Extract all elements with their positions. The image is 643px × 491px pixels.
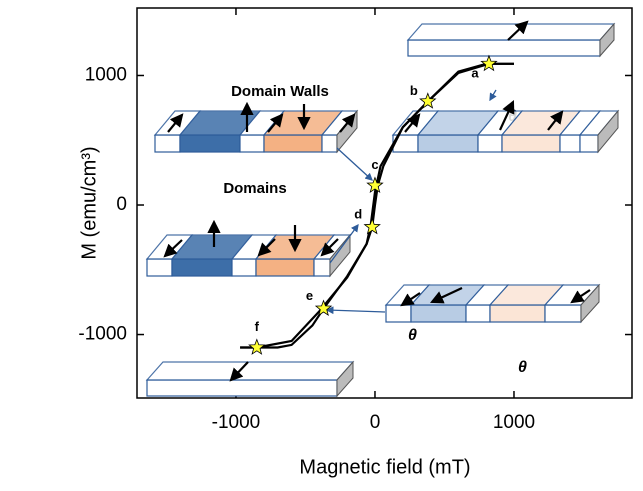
arrow <box>507 20 529 41</box>
annotation: Domain Walls <box>231 83 329 100</box>
arrow <box>267 113 284 133</box>
point-star <box>248 338 266 355</box>
annotation: θ <box>408 327 417 344</box>
y-tick-label: 0 <box>116 194 127 215</box>
x-tick-label: 1000 <box>493 412 535 433</box>
domain-front <box>171 258 233 277</box>
bar-side <box>597 109 619 154</box>
domain-front <box>385 304 412 323</box>
callout-arrow <box>329 223 359 264</box>
annotation: θ <box>518 359 527 376</box>
callout-arrow <box>325 306 386 315</box>
bar-side <box>329 233 351 278</box>
arrow <box>257 238 276 257</box>
x-tick-label: -1000 <box>212 412 261 433</box>
bar-side <box>599 22 615 58</box>
bar-side <box>336 360 354 398</box>
bar-side <box>580 283 600 324</box>
y-tick-label: 1000 <box>85 64 127 85</box>
domain-front <box>410 304 467 323</box>
domain-front <box>313 258 331 277</box>
callout-arrow <box>489 89 497 102</box>
point-label: e <box>306 288 313 303</box>
y-axis-label: M (emu/cm³) <box>78 146 100 259</box>
domain-front <box>146 258 173 277</box>
arrow <box>499 100 515 131</box>
domain-front <box>231 258 257 277</box>
point-label: c <box>371 157 378 172</box>
domain-front <box>179 134 241 153</box>
callout-arrow <box>336 147 373 181</box>
arrow <box>547 110 564 131</box>
arrow <box>570 289 591 304</box>
point-label: d <box>354 206 362 221</box>
y-tick-label: -1000 <box>78 324 127 345</box>
x-tick-label: 0 <box>370 412 381 433</box>
point-star <box>480 54 498 72</box>
domain-front <box>407 39 601 57</box>
domain-front <box>417 134 479 153</box>
domain-front <box>559 134 581 153</box>
domain-front <box>489 304 546 323</box>
point-label: b <box>410 83 418 98</box>
point-label: f <box>255 319 260 334</box>
annotation: Domains <box>223 180 286 197</box>
domain-top <box>145 361 355 381</box>
domain-front <box>263 134 323 153</box>
arrow <box>339 113 356 133</box>
x-axis-label: Magnetic field (mT) <box>299 456 470 478</box>
domain-front <box>579 134 599 153</box>
point-label: a <box>471 65 479 80</box>
domain-front <box>544 304 582 323</box>
arrow <box>229 361 249 382</box>
point-star <box>314 299 333 317</box>
arrow <box>320 238 339 257</box>
domain-front <box>255 258 315 277</box>
point-star <box>366 176 384 193</box>
arrow <box>400 292 421 307</box>
domain-front <box>154 134 181 153</box>
domain-front <box>465 304 491 323</box>
domain-front <box>239 134 265 153</box>
domain-front <box>321 134 338 153</box>
point-star <box>363 217 381 235</box>
domain-front <box>146 379 338 397</box>
line-series <box>240 62 514 349</box>
point-star <box>419 92 437 109</box>
arrow <box>430 287 463 304</box>
domain-front <box>477 134 503 153</box>
domain-front <box>501 134 561 153</box>
arrow <box>167 113 184 133</box>
plot-frame <box>136 7 633 399</box>
arrow <box>404 113 421 133</box>
arrow <box>163 239 183 258</box>
